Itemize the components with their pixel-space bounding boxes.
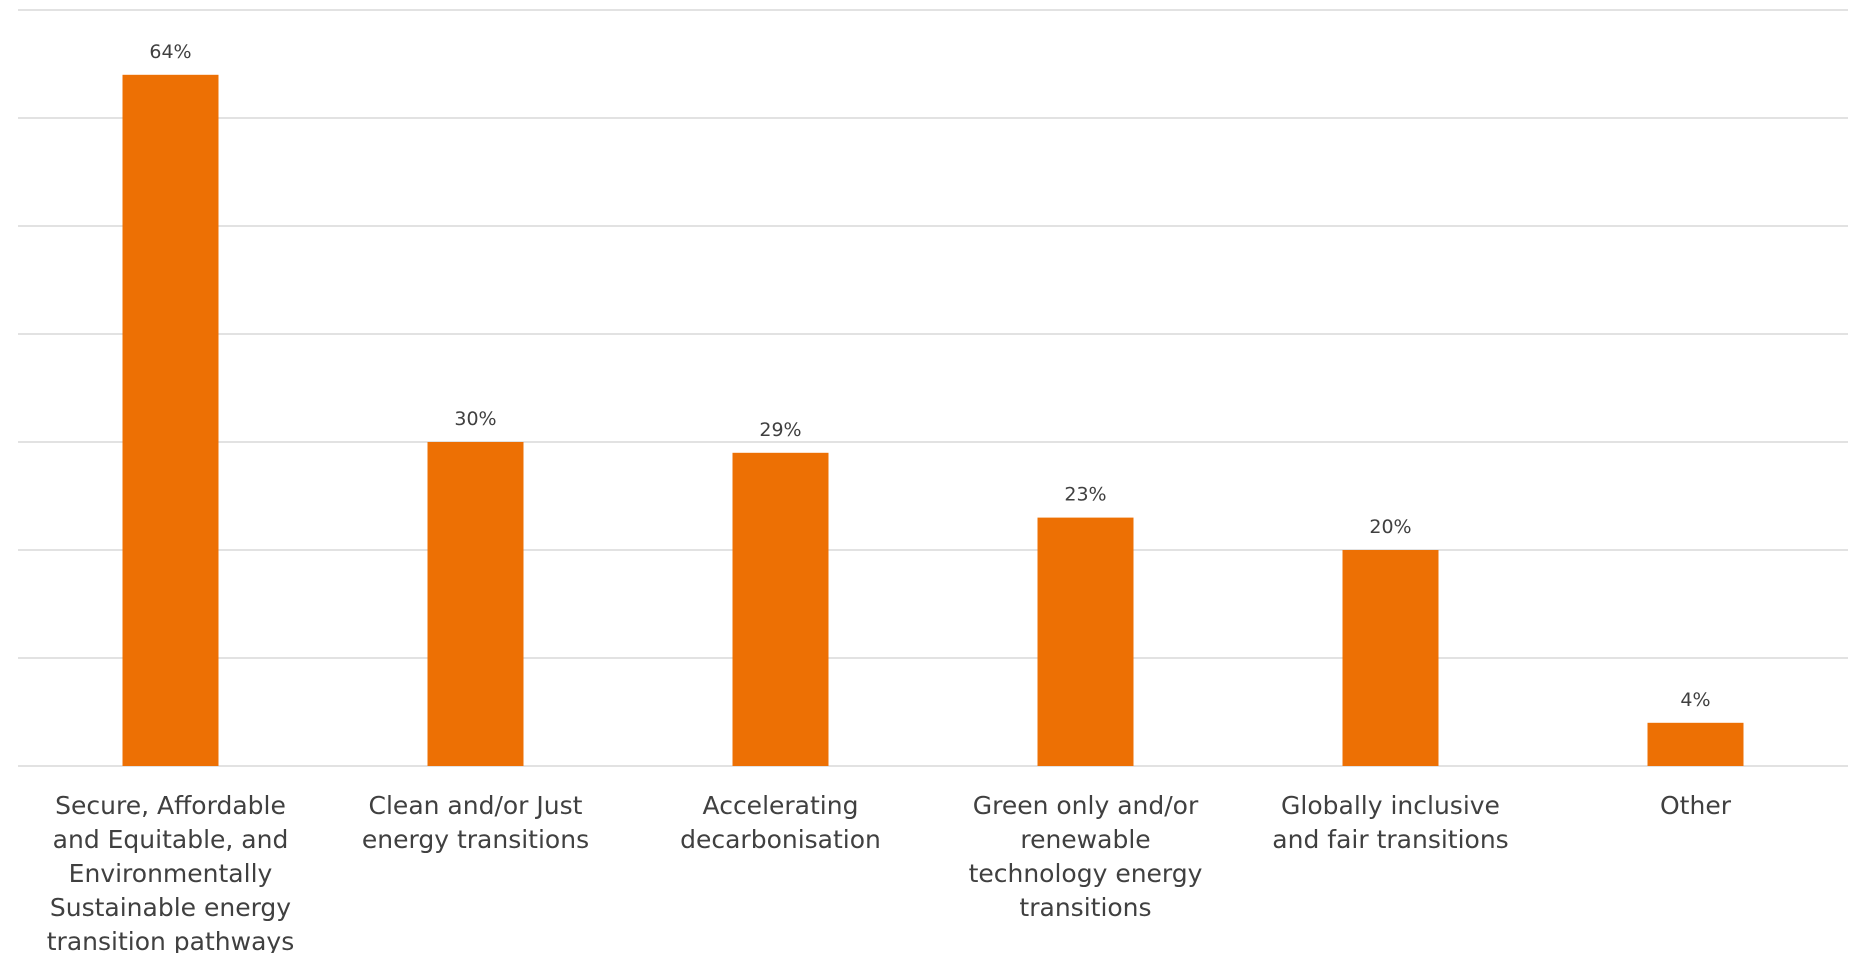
category-label-line: transition pathways xyxy=(47,927,294,953)
bar xyxy=(122,74,219,767)
bar xyxy=(427,442,524,766)
bar xyxy=(732,452,829,766)
category-label-line: Secure, Affordable xyxy=(55,791,286,820)
category-label-line: Globally inclusive xyxy=(1281,791,1500,820)
bar xyxy=(1647,722,1744,766)
category-label-line: renewable xyxy=(1020,825,1150,854)
category-label-line: decarbonisation xyxy=(680,825,881,854)
category-label-line: Other xyxy=(1660,791,1732,820)
category-label: Green only and/or renewable technology ene… xyxy=(969,791,1203,922)
category-label-line: and fair transitions xyxy=(1272,825,1508,854)
bar xyxy=(1342,550,1439,766)
category-label-line: Clean and/or Just xyxy=(369,791,583,820)
data-label: 64% xyxy=(149,41,191,63)
category-label-line: energy transitions xyxy=(362,825,589,854)
data-label: 20% xyxy=(1369,516,1411,538)
category-label-line: Accelerating xyxy=(703,791,859,820)
bar xyxy=(1037,517,1134,766)
category-label: Other xyxy=(1660,791,1732,820)
category-label-line: Green only and/or xyxy=(973,791,1199,820)
data-label: 4% xyxy=(1680,689,1710,711)
category-label-line: and Equitable, and xyxy=(53,825,289,854)
data-label: 29% xyxy=(759,419,801,441)
category-label: Globally inclusive and fair transitions xyxy=(1272,791,1508,854)
category-label-line: Environmentally xyxy=(69,859,273,888)
data-label: 23% xyxy=(1064,484,1106,506)
category-label: Clean and/or Just energy transitions xyxy=(362,791,589,854)
data-label: 30% xyxy=(454,408,496,430)
category-label-line: transitions xyxy=(1019,893,1151,922)
category-label: Secure, Affordable and Equitable, and Envi… xyxy=(47,791,294,953)
category-label: Accelerating decarbonisation xyxy=(680,791,881,854)
category-label-line: Sustainable energy xyxy=(50,893,291,922)
category-label-line: technology energy xyxy=(969,859,1203,888)
